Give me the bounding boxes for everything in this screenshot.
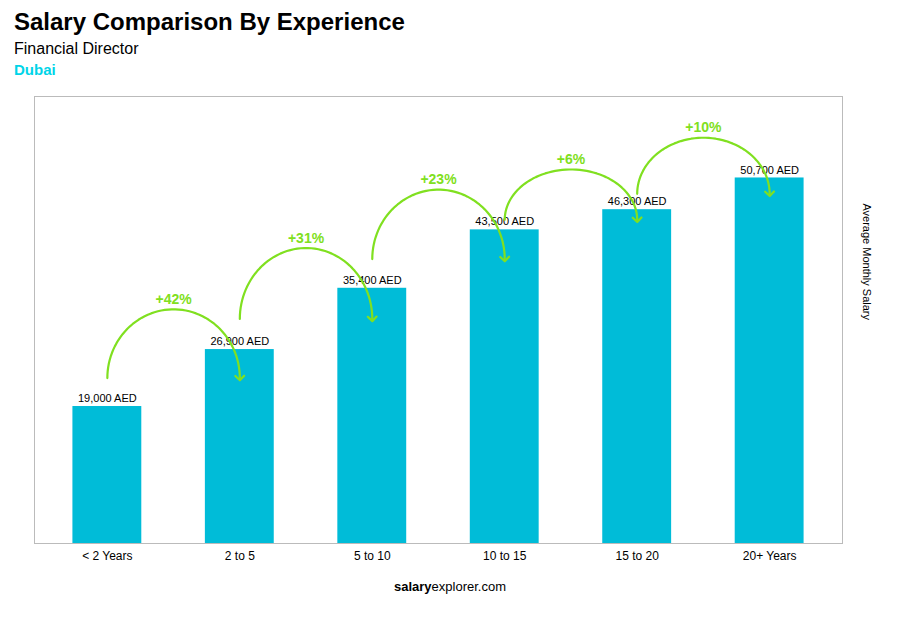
svg-text:43,500 AED: 43,500 AED [475, 215, 535, 228]
svg-text:26,900 AED: 26,900 AED [210, 335, 269, 347]
svg-text:46,300 AED: 46,300 AED [608, 195, 667, 207]
svg-text:5 to 10: 5 to 10 [354, 549, 391, 563]
svg-text:Average Monthly Salary: Average Monthly Salary [861, 203, 873, 320]
svg-text:+31%: +31% [288, 230, 325, 246]
html-text:salary explorer.com: salary explorer.com [394, 579, 506, 594]
svg-text:50,700 AED: 50,700 AED [740, 163, 799, 175]
svg-text:+42%: +42% [155, 291, 192, 307]
svg-text:+23%: +23% [420, 171, 457, 187]
svg-text:+10%: +10% [685, 119, 722, 135]
svg-text:35,400 AED: 35,400 AED [343, 274, 402, 286]
svg-text:+6%: +6% [557, 151, 586, 167]
html-text:Salary Comparison By Experienc: Salary Comparison By Experience [14, 8, 405, 35]
html-text:Dubai: Dubai [14, 61, 56, 78]
svg-text:19,000 AED: 19,000 AED [78, 392, 137, 404]
svg-text:2 to 5: 2 to 5 [225, 549, 255, 563]
svg-text:20+ Years: 20+ Years [743, 549, 797, 563]
svg-text:15 to 20: 15 to 20 [616, 549, 660, 563]
svg-text:< 2 Years: < 2 Years [82, 549, 132, 563]
svg-text:10 to 15: 10 to 15 [483, 549, 527, 563]
html-text:Financial Director: Financial Director [14, 40, 139, 57]
